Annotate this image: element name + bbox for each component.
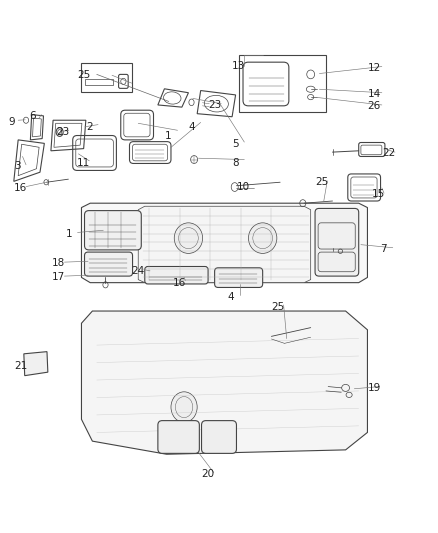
Ellipse shape — [174, 223, 203, 253]
Text: 21: 21 — [14, 361, 27, 370]
Text: 16: 16 — [14, 183, 27, 193]
Polygon shape — [138, 206, 311, 282]
Text: 11: 11 — [77, 158, 90, 167]
Text: 20: 20 — [201, 469, 215, 479]
FancyBboxPatch shape — [158, 421, 199, 454]
Polygon shape — [24, 352, 48, 376]
FancyBboxPatch shape — [215, 268, 263, 287]
Text: 23: 23 — [57, 127, 70, 137]
Text: 1: 1 — [65, 229, 72, 239]
Polygon shape — [81, 311, 367, 454]
Text: 5: 5 — [232, 139, 239, 149]
FancyBboxPatch shape — [85, 252, 133, 276]
Bar — [85, 79, 113, 85]
Text: 2: 2 — [86, 122, 92, 132]
Bar — [81, 63, 132, 92]
Text: 4: 4 — [228, 292, 234, 302]
Text: 15: 15 — [372, 189, 385, 199]
FancyBboxPatch shape — [201, 421, 237, 454]
Text: 16: 16 — [173, 278, 187, 288]
Text: 18: 18 — [52, 259, 65, 269]
Ellipse shape — [248, 223, 277, 253]
FancyBboxPatch shape — [145, 266, 208, 284]
Text: 8: 8 — [232, 158, 239, 167]
Bar — [239, 55, 326, 111]
Text: 19: 19 — [367, 383, 381, 393]
Text: 23: 23 — [208, 100, 221, 110]
Text: 25: 25 — [315, 177, 328, 187]
Text: 4: 4 — [188, 122, 195, 132]
Text: 22: 22 — [383, 148, 396, 158]
Text: 12: 12 — [367, 63, 381, 73]
Text: 1: 1 — [164, 131, 171, 141]
Text: 17: 17 — [52, 272, 65, 282]
Text: 13: 13 — [232, 61, 245, 71]
Polygon shape — [81, 203, 367, 282]
Text: 9: 9 — [9, 117, 15, 126]
FancyBboxPatch shape — [315, 208, 359, 276]
FancyBboxPatch shape — [85, 211, 141, 250]
Text: 3: 3 — [14, 161, 21, 171]
Text: 24: 24 — [132, 266, 145, 276]
Text: 26: 26 — [367, 101, 381, 111]
Text: 25: 25 — [77, 70, 90, 80]
Text: 6: 6 — [29, 111, 36, 121]
Text: 14: 14 — [367, 89, 381, 99]
Text: 25: 25 — [272, 302, 285, 312]
Text: 7: 7 — [381, 244, 387, 254]
Ellipse shape — [171, 392, 197, 422]
Text: 10: 10 — [237, 182, 250, 191]
